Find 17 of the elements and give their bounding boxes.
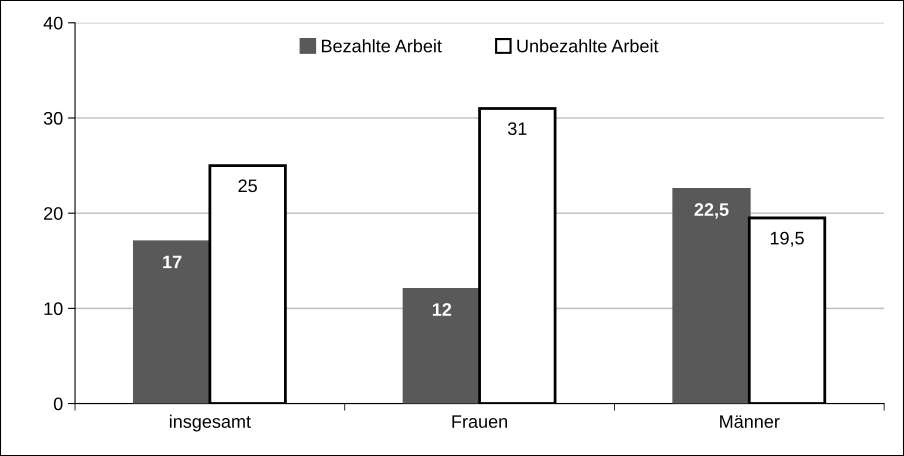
y-tick-label: 0 (54, 397, 63, 410)
legend-label: Bezahlte Arbeit (322, 39, 442, 52)
y-tick-label: 40 (44, 16, 63, 30)
data-label: 12 (432, 303, 452, 316)
data-label: 31 (508, 122, 526, 136)
legend-label: Unbezahlte Arbeit (517, 39, 658, 52)
data-label: 22,5 (694, 203, 729, 219)
data-label: 19,5 (770, 232, 804, 247)
data-label: 17 (163, 256, 182, 268)
x-tick-label: insgesamt (170, 414, 251, 432)
y-tick-label: 30 (44, 112, 63, 125)
x-tick-label: Frauen (452, 415, 508, 428)
data-label: 25 (238, 179, 257, 192)
x-tick-label: Männer (720, 415, 780, 428)
y-tick-label: 10 (44, 302, 63, 316)
bar (672, 188, 751, 404)
y-tick-label: 20 (44, 207, 63, 220)
